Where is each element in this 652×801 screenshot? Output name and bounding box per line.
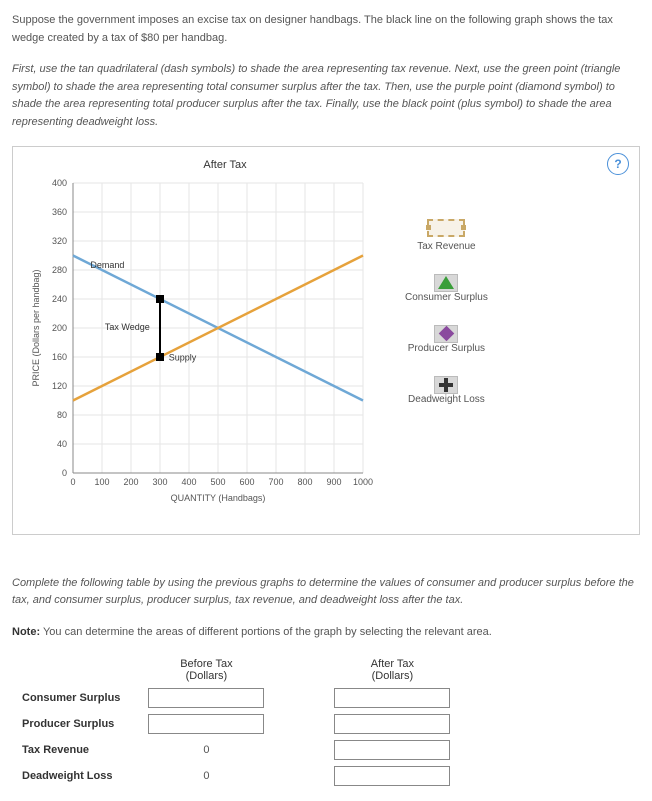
help-button[interactable]: ? — [607, 153, 629, 175]
svg-text:100: 100 — [94, 477, 109, 487]
svg-text:900: 900 — [326, 477, 341, 487]
svg-text:300: 300 — [152, 477, 167, 487]
legend-box-icon — [434, 325, 458, 343]
svg-text:500: 500 — [210, 477, 225, 487]
legend: Tax Revenue Consumer Surplus Producer Su… — [405, 159, 488, 427]
ps-after-input[interactable] — [334, 714, 450, 734]
svg-text:Tax Wedge: Tax Wedge — [105, 322, 150, 332]
chart-panel: ? After Tax 0100200300400500600700800900… — [12, 146, 640, 535]
svg-text:360: 360 — [52, 207, 67, 217]
chart-title: After Tax — [65, 159, 385, 171]
row-dw-label: Deadweight Loss — [12, 763, 138, 789]
legend-producer-surplus[interactable]: Producer Surplus — [405, 325, 488, 354]
note-text: You can determine the areas of different… — [40, 626, 492, 638]
answers-table: Before Tax (Dollars) After Tax (Dollars)… — [12, 655, 460, 789]
svg-text:200: 200 — [123, 477, 138, 487]
note-paragraph: Note: You can determine the areas of dif… — [12, 624, 640, 642]
section2-paragraph: Complete the following table by using th… — [12, 575, 640, 610]
svg-text:1000: 1000 — [353, 477, 373, 487]
chart-svg[interactable]: 0 100 200 300 400 500 600 700 800 900 1000 0 40 80 120… — [25, 179, 385, 519]
svg-text:160: 160 — [52, 352, 67, 362]
legend-tax-revenue-label: Tax Revenue — [405, 241, 488, 252]
dash-quadrilateral-icon — [427, 219, 465, 237]
tr-before-cell: 0 — [138, 737, 274, 763]
legend-tax-revenue[interactable]: Tax Revenue — [405, 219, 488, 252]
svg-text:0: 0 — [70, 477, 75, 487]
legend-box-icon — [434, 376, 458, 394]
svg-text:240: 240 — [52, 294, 67, 304]
svg-text:PRICE (Dollars per handbag): PRICE (Dollars per handbag) — [31, 269, 41, 386]
svg-text:800: 800 — [297, 477, 312, 487]
plus-icon — [439, 378, 453, 392]
svg-text:40: 40 — [57, 439, 67, 449]
dw-after-input[interactable] — [334, 766, 450, 786]
svg-text:Supply: Supply — [169, 352, 197, 362]
svg-text:280: 280 — [52, 265, 67, 275]
svg-text:80: 80 — [57, 410, 67, 420]
row-cs-label: Consumer Surplus — [12, 685, 138, 711]
svg-text:200: 200 — [52, 323, 67, 333]
legend-box-icon — [434, 274, 458, 292]
legend-ps-label: Producer Surplus — [405, 343, 488, 354]
svg-text:600: 600 — [239, 477, 254, 487]
legend-dw-label: Deadweight Loss — [405, 394, 488, 405]
col-before-header: Before Tax (Dollars) — [138, 655, 274, 685]
row-ps-label: Producer Surplus — [12, 711, 138, 737]
svg-text:700: 700 — [268, 477, 283, 487]
intro-paragraph-1: Suppose the government imposes an excise… — [12, 12, 640, 47]
svg-text:400: 400 — [52, 179, 67, 188]
svg-text:120: 120 — [52, 381, 67, 391]
ps-before-input[interactable] — [148, 714, 264, 734]
legend-deadweight-loss[interactable]: Deadweight Loss — [405, 376, 488, 405]
triangle-icon — [438, 276, 454, 289]
svg-text:400: 400 — [181, 477, 196, 487]
legend-cs-label: Consumer Surplus — [405, 292, 488, 303]
legend-consumer-surplus[interactable]: Consumer Surplus — [405, 274, 488, 303]
intro-paragraph-2: First, use the tan quadrilateral (dash s… — [12, 61, 640, 131]
cs-after-input[interactable] — [334, 688, 450, 708]
svg-text:Demand: Demand — [90, 259, 124, 269]
cs-before-input[interactable] — [148, 688, 264, 708]
svg-text:320: 320 — [52, 236, 67, 246]
svg-text:QUANTITY (Handbags): QUANTITY (Handbags) — [171, 493, 266, 503]
col-after-header: After Tax (Dollars) — [324, 655, 460, 685]
dw-before-cell: 0 — [138, 763, 274, 789]
note-label: Note: — [12, 626, 40, 638]
tr-after-input[interactable] — [334, 740, 450, 760]
diamond-icon — [439, 326, 455, 342]
row-tr-label: Tax Revenue — [12, 737, 138, 763]
chart-area[interactable]: After Tax 010020030040050060070080090010… — [25, 159, 385, 522]
svg-text:0: 0 — [62, 468, 67, 478]
